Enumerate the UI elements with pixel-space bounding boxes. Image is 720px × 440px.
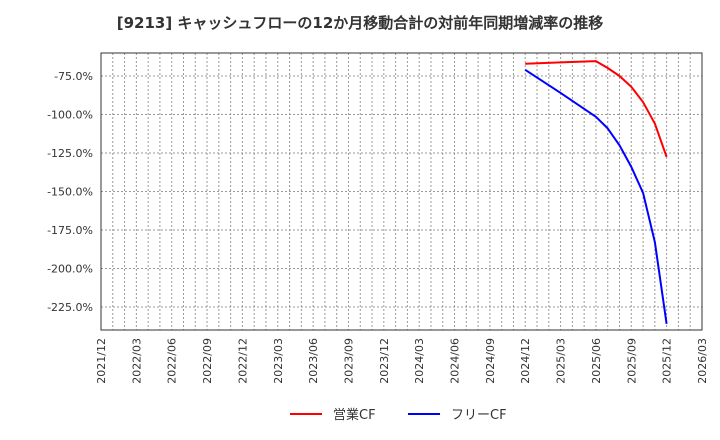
x-tick-label: 2025/06	[590, 338, 603, 384]
grid-lines	[101, 53, 702, 330]
x-tick-label: 2023/03	[272, 338, 285, 384]
legend-label: フリーCF	[451, 408, 507, 423]
x-tick-label: 2022/06	[166, 338, 179, 384]
x-tick-label: 2024/03	[413, 338, 426, 384]
x-tick-label: 2023/06	[307, 338, 320, 384]
x-tick-label: 2023/09	[342, 338, 355, 384]
x-tick-label: 2022/03	[130, 338, 143, 384]
y-tick-label: -75.0%	[54, 70, 93, 83]
plot-area-border	[100, 52, 703, 331]
x-tick-label: 2021/12	[95, 338, 108, 384]
series-free-cf-line	[524, 68, 668, 325]
y-tick-label: -225.0%	[47, 301, 93, 314]
legend: 営業CF フリーCF	[290, 407, 507, 423]
series-operating-cf-line	[525, 60, 668, 158]
y-tick-label: -175.0%	[47, 224, 93, 237]
y-tick-label: -125.0%	[47, 147, 93, 160]
x-tick-label: 2024/06	[449, 338, 462, 384]
x-tick-label: 2023/12	[378, 338, 391, 384]
y-axis: -75.0% -100.0% -125.0% -150.0% -175.0% -200.0…	[47, 70, 93, 314]
data-series	[524, 60, 668, 325]
x-tick-label: 2026/03	[696, 338, 709, 384]
chart-title: [9213] キャッシュフローの12か月移動合計の対前年同期増減率の推移	[116, 14, 604, 32]
x-tick-label: 2024/12	[519, 338, 532, 384]
x-tick-label: 2025/03	[555, 338, 568, 384]
x-tick-label: 2025/12	[661, 338, 674, 384]
y-tick-label: -200.0%	[47, 263, 93, 276]
x-axis: 2021/12 2022/03 2022/06 2022/09 2022/12 2023/…	[95, 338, 709, 384]
x-tick-label: 2022/12	[236, 338, 249, 384]
legend-label: 営業CF	[333, 407, 376, 423]
x-tick-label: 2024/09	[484, 338, 497, 384]
y-tick-label: -100.0%	[47, 109, 93, 122]
x-tick-label: 2025/09	[625, 338, 638, 384]
y-tick-label: -150.0%	[47, 186, 93, 199]
x-tick-label: 2022/09	[201, 338, 214, 384]
